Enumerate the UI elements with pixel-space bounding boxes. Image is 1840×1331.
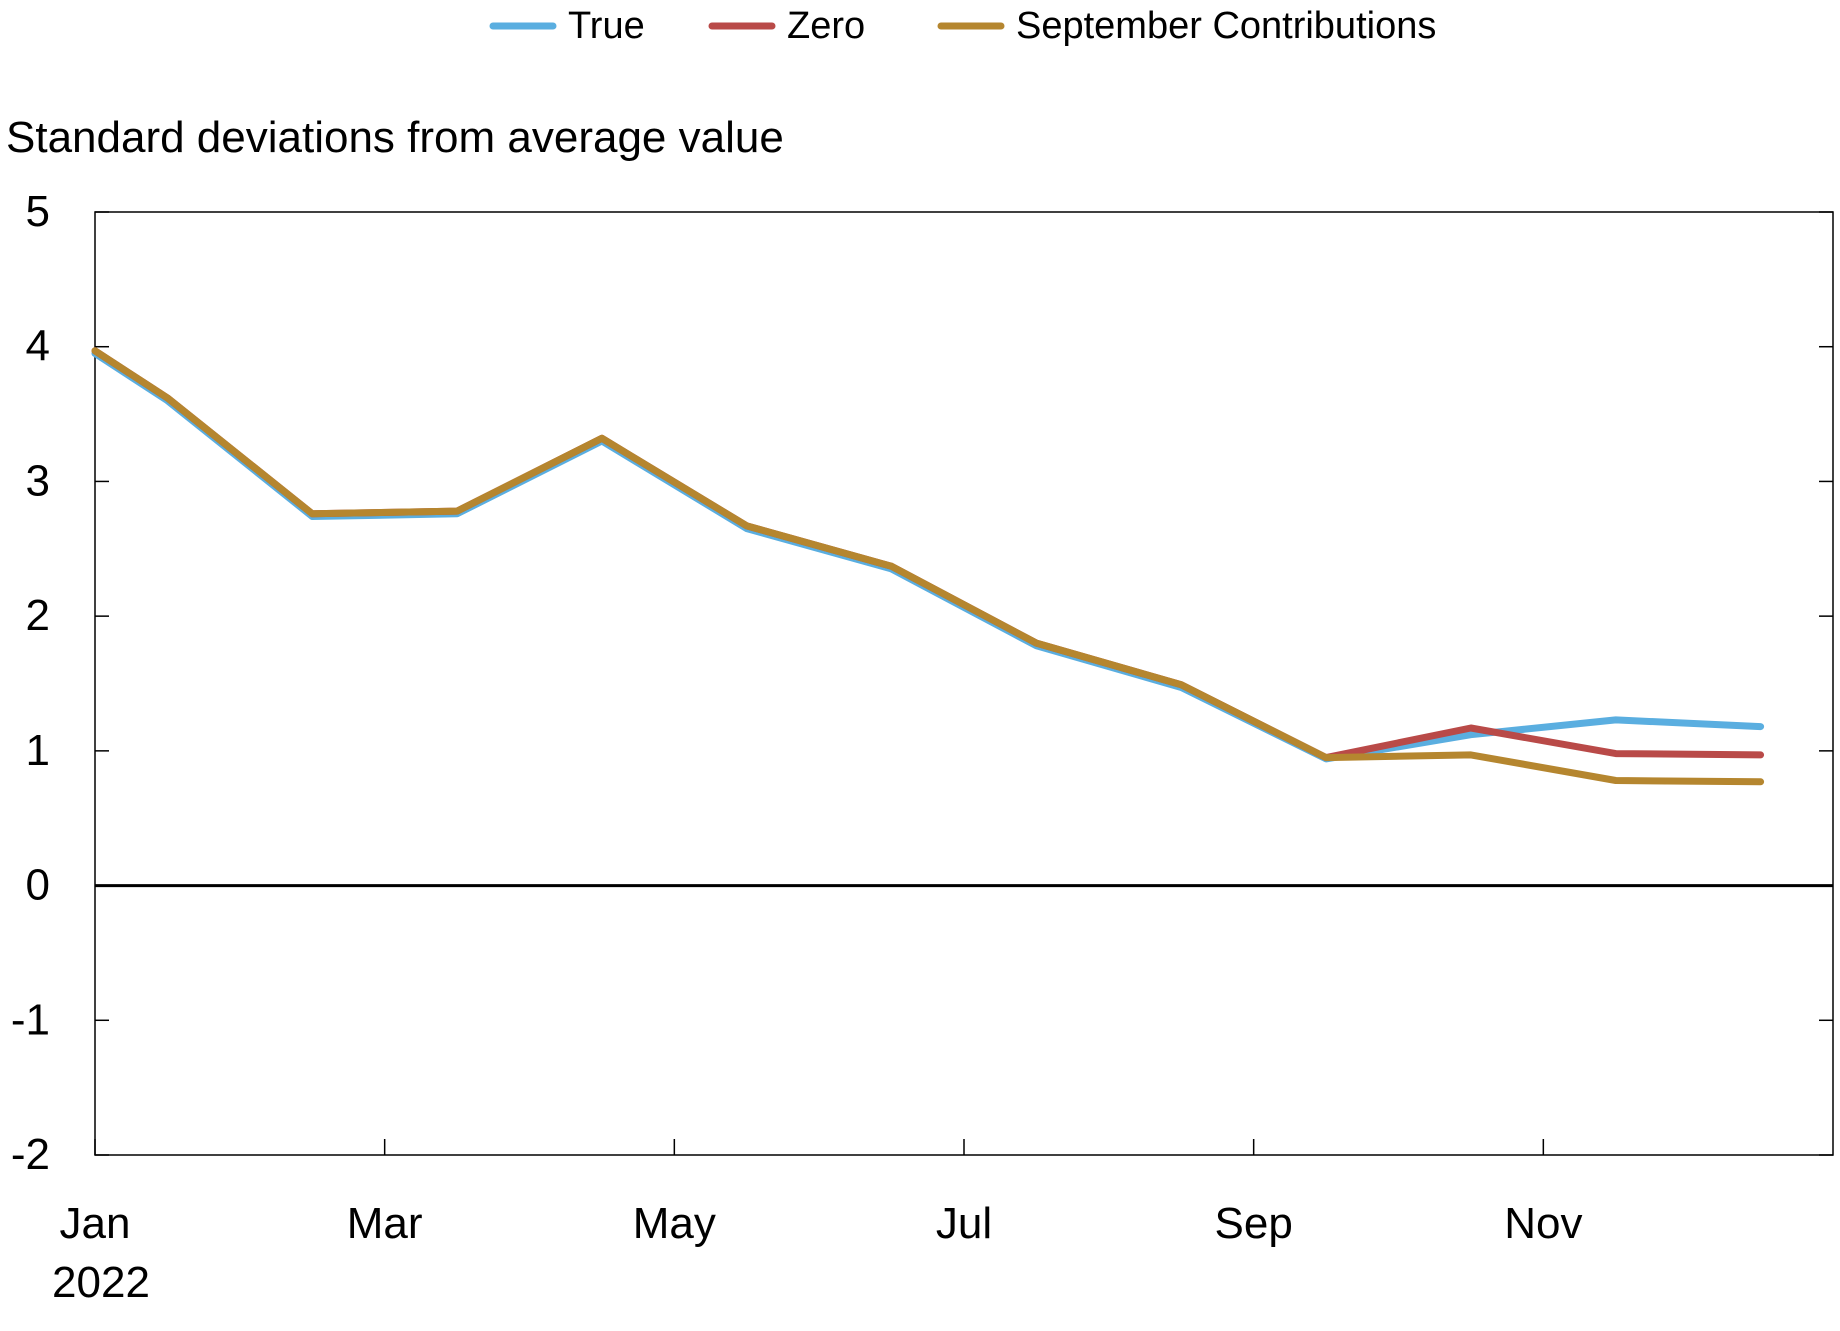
data-point-true xyxy=(1613,717,1619,723)
y-tick-label-minus-1: -1 xyxy=(11,995,50,1044)
data-point-zero xyxy=(1613,751,1619,757)
x-tick-label-sep: Sep xyxy=(1215,1199,1293,1248)
legend-label-september-contributions: September Contributions xyxy=(1016,5,1436,47)
data-point-true xyxy=(1468,732,1474,738)
y-tick-label-3: 3 xyxy=(26,456,50,505)
series-group xyxy=(91,347,1765,786)
y-tick-label-4: 4 xyxy=(26,322,50,371)
plot-frame xyxy=(94,211,1834,1156)
series-zero xyxy=(91,347,1765,762)
data-point-september-contributions xyxy=(744,523,750,529)
y-tick-label-minus-2: -2 xyxy=(11,1130,50,1179)
series-line-zero xyxy=(91,347,1765,762)
x-tick-label-may: May xyxy=(633,1199,716,1248)
y-tick-label-1: 1 xyxy=(26,726,50,775)
data-point-september-contributions xyxy=(1178,682,1184,688)
x-tick-label-nov: Nov xyxy=(1504,1199,1582,1248)
data-point-zero xyxy=(1758,752,1764,758)
data-point-september-contributions xyxy=(599,435,605,441)
series-line-true xyxy=(91,350,1765,763)
x-year-label: 2022 xyxy=(52,1258,150,1307)
data-point-september-contributions xyxy=(1468,752,1474,758)
series-september-contributions xyxy=(91,347,1765,786)
x-tick-label-jul: Jul xyxy=(936,1199,992,1248)
data-point-september-contributions xyxy=(1323,755,1329,761)
data-point-september-contributions xyxy=(164,395,170,401)
data-point-september-contributions xyxy=(1613,777,1619,783)
x-axis: Jan Mar May Jul Sep Nov 2022 xyxy=(52,1139,1582,1307)
legend: True Zero September Contributions xyxy=(489,5,1436,47)
data-point-september-contributions xyxy=(309,511,315,517)
data-point-true xyxy=(1758,724,1764,730)
y-tick-label-2: 2 xyxy=(26,591,50,640)
data-point-september-contributions xyxy=(92,348,98,354)
legend-item-september-contributions: September Contributions xyxy=(937,5,1436,47)
y-axis: 5 4 3 2 1 0 -1 -2 xyxy=(11,187,1833,1179)
legend-label-true: True xyxy=(568,5,645,47)
legend-label-zero: Zero xyxy=(787,5,865,47)
data-point-september-contributions xyxy=(1033,640,1039,646)
x-tick-label-mar: Mar xyxy=(347,1199,423,1248)
data-point-september-contributions xyxy=(454,508,460,514)
series-line-september-contributions xyxy=(91,347,1765,786)
legend-item-true: True xyxy=(489,5,645,47)
data-point-zero xyxy=(1468,725,1474,731)
series-true xyxy=(91,350,1765,763)
data-point-september-contributions xyxy=(1758,779,1764,785)
y-tick-label-5: 5 xyxy=(26,187,50,236)
y-axis-title: Standard deviations from average value xyxy=(6,113,784,162)
legend-item-zero: Zero xyxy=(708,5,865,47)
data-point-september-contributions xyxy=(889,563,895,569)
x-tick-label-jan: Jan xyxy=(60,1199,131,1248)
y-tick-label-0: 0 xyxy=(26,861,50,910)
